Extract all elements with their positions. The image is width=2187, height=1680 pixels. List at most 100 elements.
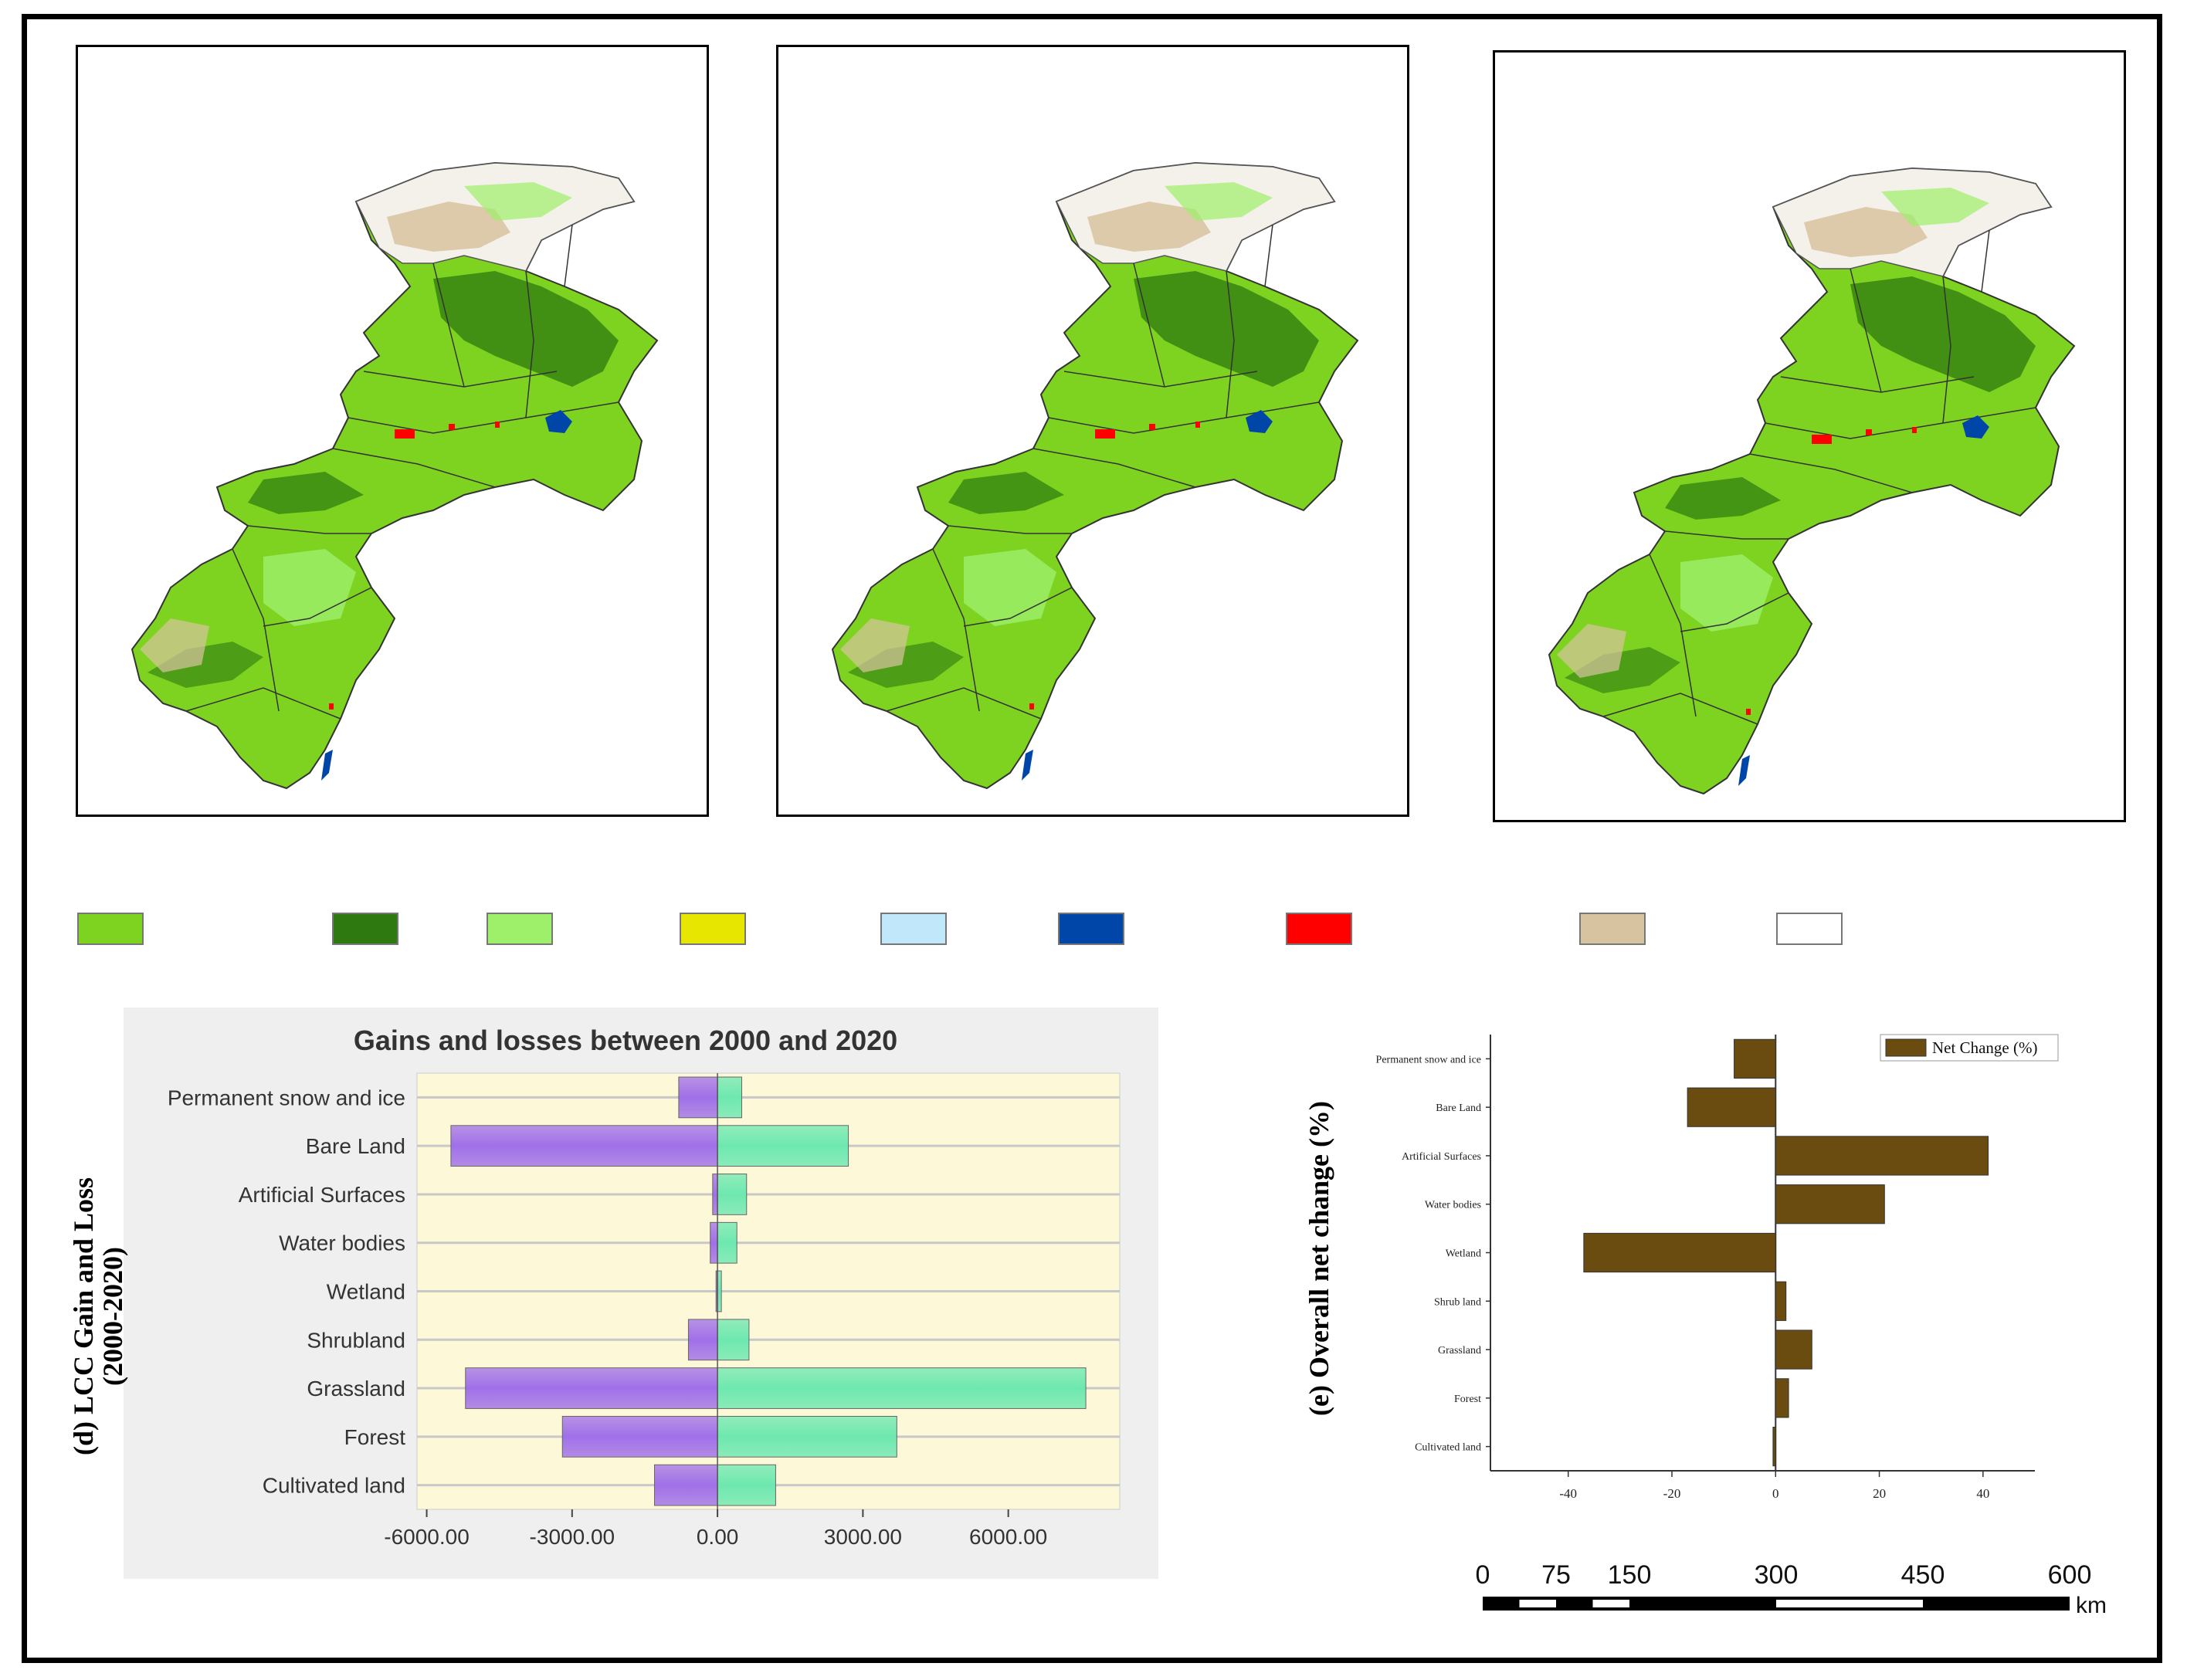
urban-area [1746, 709, 1751, 715]
legend-swatch [1058, 913, 1124, 945]
district-boundary [1664, 530, 1789, 540]
chart-e-xtick-label: -40 [1559, 1486, 1577, 1501]
grassland-patch [1881, 188, 1989, 226]
grassland-patch [464, 182, 572, 221]
chart-e-ylabel: (e) Overall net change (%) [1304, 1101, 1334, 1416]
district-boundary [525, 270, 534, 418]
urban-area [1029, 703, 1034, 710]
chart-d-bar-loss [710, 1221, 718, 1264]
chart-d-category-label: Cultivated land [263, 1474, 405, 1498]
chart-d-bar-loss [450, 1125, 718, 1167]
chart-e-xtick-label: 0 [1772, 1486, 1779, 1501]
forest-area [1134, 271, 1319, 387]
land-cover-map-2010 [831, 161, 1359, 790]
district-boundary [932, 548, 980, 712]
legend-item [680, 911, 757, 947]
legend-swatch [1776, 913, 1843, 945]
bare-land-area [1087, 202, 1211, 252]
scale-bar-tick-label: 300 [1755, 1560, 1799, 1590]
chart-e-bar [1775, 1281, 1787, 1321]
water-body [1246, 410, 1273, 433]
chart-d-xtick-label: -3000.00 [530, 1525, 615, 1549]
chart-d-bar-gain [717, 1221, 737, 1264]
forest-area-south [848, 642, 964, 688]
legend-item [77, 911, 154, 947]
district-boundary [1602, 693, 1758, 725]
chart-d-xtick-label: 6000.00 [969, 1525, 1047, 1549]
chart-d-category-label: Wetland [327, 1280, 405, 1304]
forest-area-south [147, 642, 263, 688]
legend-swatch [1579, 913, 1646, 945]
chart-e-xtick-label: 20 [1873, 1486, 1886, 1501]
chart-d-bar-gain [717, 1125, 849, 1167]
chart-d-bar-loss [561, 1415, 718, 1458]
chart-d-xtick-label: -6000.00 [384, 1525, 470, 1549]
legend-swatch [880, 913, 947, 945]
district-boundary [886, 687, 1042, 720]
forest-area [1850, 276, 2036, 392]
scale-bar-segment [1519, 1600, 1556, 1607]
scale-bar-unit: km [2076, 1593, 2107, 1618]
chart-d-bar-gain [717, 1076, 742, 1119]
urban-area [1812, 435, 1832, 444]
chart-d-bar-loss [654, 1464, 718, 1506]
chart-e-legend-label: Net Change (%) [1932, 1038, 2037, 1057]
district-boundary [1649, 554, 1697, 717]
forest-area-west [948, 472, 1064, 514]
district-boundary [1048, 401, 1320, 434]
chart-d-bar-loss [712, 1174, 718, 1215]
district-boundary [1749, 453, 1913, 493]
legend-swatch [487, 913, 553, 945]
land-cover-map-2000 [131, 161, 659, 790]
grassland-patch [1165, 182, 1273, 221]
legend-swatch [77, 913, 144, 945]
scale-bar: 0 75 150 300 450 600 km [1476, 1560, 2107, 1618]
chart-d-bar-loss [678, 1076, 718, 1119]
chart-e-bar [1583, 1232, 1776, 1273]
district-boundary [1264, 224, 1273, 287]
legend-swatch [680, 913, 746, 945]
urban-area [1095, 429, 1115, 439]
district-boundary [1226, 270, 1235, 418]
chart-d-bar-gain [717, 1415, 897, 1458]
chart-e-bar [1734, 1038, 1776, 1079]
chart-d-title: Gains and losses between 2000 and 2020 [354, 1025, 897, 1056]
district-boundary [564, 224, 573, 287]
chart-d-xtick-label: 3000.00 [824, 1525, 902, 1549]
urban-area [1195, 422, 1200, 428]
district-boundary [332, 448, 496, 488]
district-boundary [1850, 268, 1882, 393]
figure-frame [22, 14, 2162, 1663]
district-boundary [1942, 276, 1951, 424]
scale-bar-tick-label: 600 [2048, 1560, 2092, 1590]
district-boundary [948, 525, 1072, 534]
chart-e-category-label: Grassland [1438, 1345, 1481, 1357]
scale-bar-segment [1592, 1600, 1629, 1607]
legend-item [1776, 911, 1853, 947]
urban-area [395, 429, 415, 439]
legend-item [332, 911, 409, 947]
chart-d-xtick-label: 0.00 [697, 1525, 739, 1549]
scale-bar-tick-label: 0 [1476, 1560, 1490, 1590]
chart-e-bar [1687, 1087, 1776, 1127]
chart-d-bar-loss [465, 1367, 718, 1409]
bare-land-area [1804, 207, 1928, 257]
urban-area [329, 703, 334, 710]
chart-d-category-label: Forest [344, 1425, 406, 1449]
chart-e-bar [1772, 1427, 1776, 1467]
chart-e-category-label: Wetland [1446, 1248, 1481, 1260]
district-boundary [1032, 448, 1196, 488]
chart-d-category-label: Water bodies [279, 1231, 405, 1255]
scale-bar-segment [1776, 1600, 1923, 1607]
legend-item [487, 911, 564, 947]
district-boundary [1981, 229, 1990, 293]
chart-net-change: Permanent snow and ice Bare Land Artificia… [1304, 1034, 2059, 1501]
chart-e-category-label: Permanent snow and ice [1376, 1054, 1481, 1065]
chart-d-bar-gain [717, 1464, 776, 1506]
chart-d-bar-gain [717, 1319, 750, 1361]
chart-e-category-label: Cultivated land [1415, 1442, 1481, 1454]
chart-e-legend-swatch [1885, 1038, 1927, 1057]
chart-e-bar [1775, 1378, 1789, 1418]
district-boundary [432, 262, 465, 388]
chart-e-xtick-label: 40 [1976, 1486, 1989, 1501]
